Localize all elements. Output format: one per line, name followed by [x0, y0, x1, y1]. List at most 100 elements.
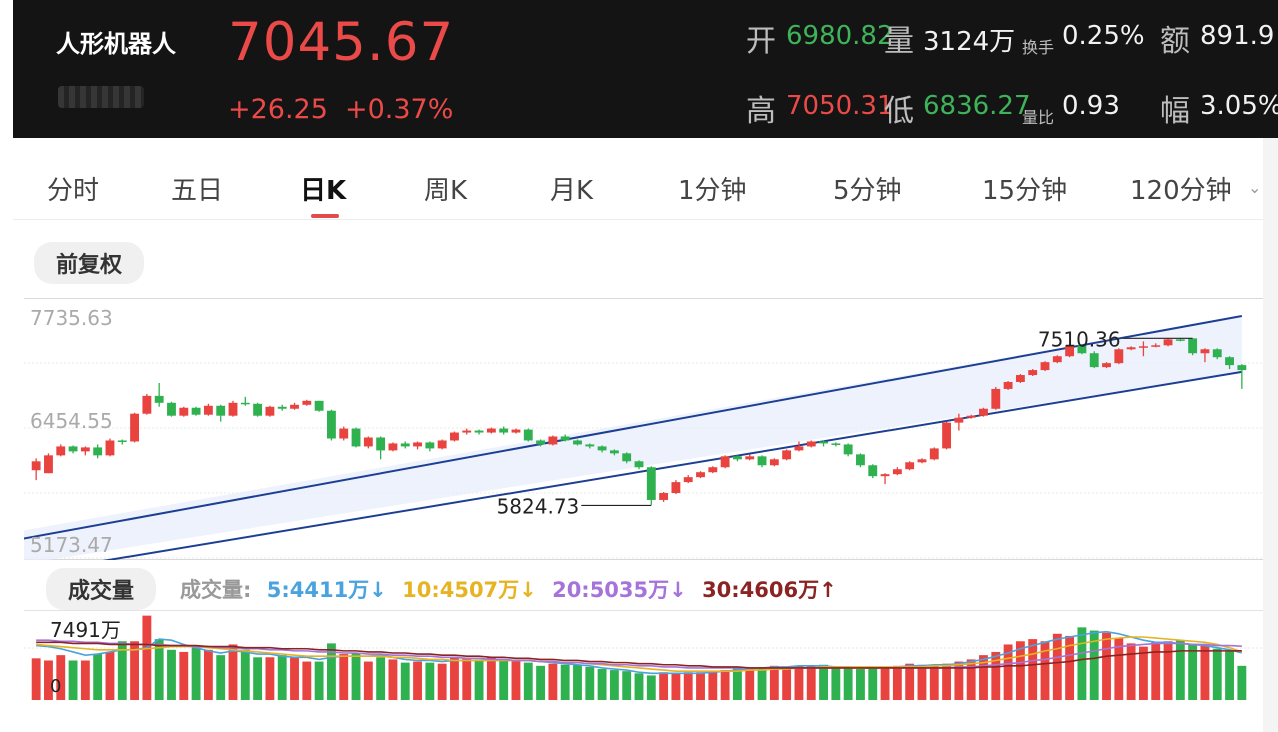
- volume-bar: [843, 667, 853, 700]
- y-axis-top-label: 7735.63: [30, 306, 113, 330]
- candle-body: [597, 446, 607, 451]
- candle-body: [1151, 345, 1161, 347]
- volume-bar: [979, 655, 988, 700]
- tab-1min[interactable]: 1分钟: [678, 176, 747, 206]
- volume-bar: [499, 660, 509, 700]
- ma5-line: [36, 630, 1243, 675]
- candle-body: [548, 436, 558, 445]
- candle-body: [868, 465, 878, 477]
- candle-body: [1163, 339, 1173, 346]
- candle-body: [536, 440, 546, 445]
- volume-bar: [339, 654, 349, 700]
- open-label: 开: [746, 24, 776, 59]
- candle-body: [917, 459, 927, 463]
- candle-body: [1212, 349, 1222, 358]
- candle-body: [265, 406, 275, 416]
- candle-body: [1028, 370, 1038, 376]
- candle-body: [339, 428, 349, 439]
- candles: [31, 338, 1247, 505]
- volume-bar: [573, 664, 582, 700]
- volume-label: 量: [884, 24, 914, 59]
- volume-bar: [154, 639, 164, 700]
- tab-daily-k[interactable]: 日K: [300, 176, 347, 206]
- volume-bar: [856, 669, 865, 700]
- quote-header: 人形机器人 7045.67 +26.25 +0.37% 开 6980.82 量 …: [0, 0, 1278, 138]
- tab-weekly-k[interactable]: 周K: [424, 176, 468, 206]
- kline-chart[interactable]: 7735.63 6454.55 5173.47 5824.73 7510.36: [24, 298, 1264, 560]
- ma20-line: [36, 639, 1242, 669]
- candle-body: [892, 469, 902, 475]
- tab-five-day[interactable]: 五日: [171, 176, 224, 206]
- tab-intraday[interactable]: 分时: [47, 176, 100, 206]
- candle-body: [154, 395, 164, 403]
- candle-body: [425, 442, 435, 449]
- ma5-legend: 5:4411万↓: [266, 578, 387, 602]
- volume-bar: [646, 675, 656, 700]
- volume-bar: [831, 667, 841, 700]
- volume-chart[interactable]: 7491万 0: [24, 610, 1264, 700]
- candle-body: [757, 456, 767, 466]
- candle-body: [1089, 353, 1099, 368]
- candle-body: [954, 417, 964, 423]
- volume-bar: [1188, 644, 1198, 700]
- candle-body: [302, 400, 312, 405]
- volume-bar: [548, 663, 558, 700]
- candle-body: [1225, 357, 1234, 366]
- candle-body: [991, 388, 1001, 409]
- tab-120min[interactable]: 120分钟: [1130, 176, 1232, 206]
- candle-body: [745, 456, 755, 460]
- period-tabs: 分时 五日 日K 周K 月K 1分钟 5分钟 15分钟 120分钟: [13, 150, 1263, 220]
- candle-body: [376, 437, 386, 451]
- volume-bar: [1225, 650, 1234, 700]
- tab-15min[interactable]: 15分钟: [982, 176, 1068, 206]
- candle-body: [1126, 347, 1136, 350]
- candle-body: [290, 404, 299, 409]
- volume-bar: [105, 651, 115, 700]
- volume-bar: [560, 664, 570, 700]
- channel-fill: [24, 316, 1242, 560]
- volume-bar: [1212, 648, 1222, 700]
- volume-svg: 7491万 0: [24, 610, 1264, 700]
- volume-bar: [302, 661, 312, 700]
- volume-bar: [413, 661, 422, 700]
- candle-body: [843, 444, 853, 455]
- volume-bar: [68, 660, 78, 700]
- candle-body: [413, 442, 422, 447]
- candle-body: [400, 443, 410, 447]
- candle-body: [1114, 349, 1124, 364]
- volume-zero-label: 0: [50, 676, 61, 697]
- candle-body: [240, 402, 250, 405]
- candle-body: [1052, 356, 1062, 363]
- candle-body: [511, 429, 521, 433]
- candle-body: [1077, 345, 1087, 354]
- axis-labels: 7735.63 6454.55 5173.47 5824.73 7510.36: [30, 306, 1193, 557]
- candle-body: [856, 454, 865, 466]
- candle-body: [880, 474, 890, 477]
- volume-bar: [486, 657, 496, 700]
- volume-bar: [868, 667, 878, 700]
- candle-body: [966, 415, 976, 418]
- candle-body: [782, 450, 792, 460]
- candle-body: [671, 482, 681, 494]
- trend-channel: [24, 315, 1243, 560]
- volume-bar: [659, 672, 669, 700]
- volratio-value: 0.93: [1062, 91, 1120, 121]
- ma10-legend: 10:4507万↓: [402, 578, 537, 602]
- volume-bar: [1089, 630, 1099, 700]
- index-code-blurred: [58, 86, 144, 108]
- candle-body: [44, 455, 53, 474]
- y-axis-bottom-label: 5173.47: [30, 533, 113, 557]
- candle-body: [462, 430, 472, 433]
- candle-body: [806, 441, 816, 447]
- tab-monthly-k[interactable]: 月K: [550, 176, 594, 206]
- volume-panel-label[interactable]: 成交量: [46, 568, 157, 610]
- volume-bar: [905, 663, 915, 700]
- adjust-toggle-button[interactable]: 前复权: [34, 242, 145, 284]
- candle-body: [486, 428, 496, 433]
- chevron-down-icon[interactable]: ⌄: [1248, 178, 1262, 197]
- candle-body: [646, 467, 656, 500]
- channel-lower-line: [102, 370, 1243, 560]
- volume-bar: [634, 673, 644, 700]
- tab-5min[interactable]: 5分钟: [833, 176, 902, 206]
- volume-bar: [585, 666, 595, 700]
